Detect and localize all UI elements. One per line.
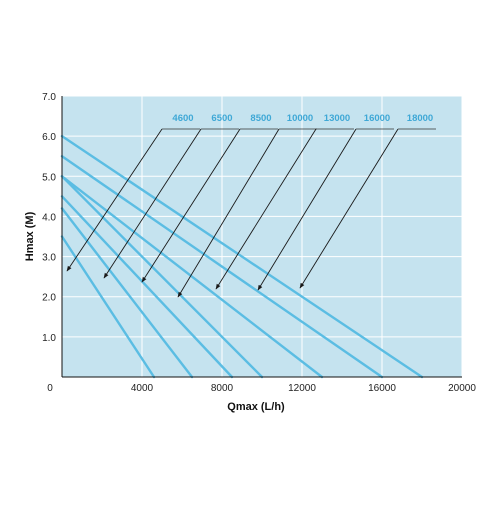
series-line-16000 — [60, 155, 384, 379]
y-tick-label: 1.0 — [42, 333, 56, 344]
series-line-10000 — [60, 175, 264, 379]
y-tick-label: 4.0 — [42, 212, 56, 223]
series-line-8500 — [60, 195, 234, 379]
x-tick-label: 12000 — [288, 383, 316, 394]
legend-label-18000: 18000 — [407, 113, 433, 124]
y-tick-label: 7.0 — [42, 92, 56, 103]
legend-label-4600: 4600 — [172, 113, 193, 124]
x-tick-label: 16000 — [368, 383, 396, 394]
callout-arrow-6500 — [103, 128, 202, 279]
series-line-18000 — [60, 134, 424, 379]
x-tick-label: 4000 — [131, 383, 154, 394]
series-line-13000 — [60, 175, 324, 379]
legend-label-13000: 13000 — [324, 113, 350, 124]
callout-arrow-13000 — [215, 128, 317, 290]
callout-arrow-10000 — [177, 128, 280, 298]
callout-arrow-16000 — [257, 128, 357, 291]
callout-arrow-4600 — [66, 128, 163, 272]
legend-label-8500: 8500 — [250, 113, 271, 124]
axes — [61, 96, 462, 378]
y-tick-labels: 1.0 2.0 3.0 4.0 5.0 6.0 7.0 — [42, 92, 56, 344]
series-lines — [60, 134, 424, 379]
legend-label-16000: 16000 — [364, 113, 390, 124]
x-tick-label: 0 — [47, 383, 53, 394]
series-line-4600 — [60, 235, 156, 379]
legend-label-6500: 6500 — [211, 113, 232, 124]
callout-arrow-8500 — [141, 128, 241, 283]
y-axis-title: Hmax (M) — [24, 211, 36, 261]
legend-label-10000: 10000 — [287, 113, 313, 124]
y-tick-label: 2.0 — [42, 293, 56, 304]
y-tick-label: 6.0 — [42, 132, 56, 143]
grid-lines — [62, 95, 463, 377]
y-tick-label: 3.0 — [42, 253, 56, 264]
y-tick-label: 5.0 — [42, 172, 56, 183]
callout-arrow-18000 — [299, 128, 399, 289]
x-axis-title: Qmax (L/h) — [227, 401, 285, 413]
series-line-6500 — [60, 207, 194, 379]
legend-labels: 4600 6500 8500 10000 13000 16000 18000 — [172, 113, 433, 124]
x-tick-labels: 0 4000 8000 12000 16000 20000 — [47, 383, 476, 394]
x-tick-label: 20000 — [448, 383, 476, 394]
legend-callouts — [66, 128, 436, 298]
x-tick-label: 8000 — [211, 383, 234, 394]
